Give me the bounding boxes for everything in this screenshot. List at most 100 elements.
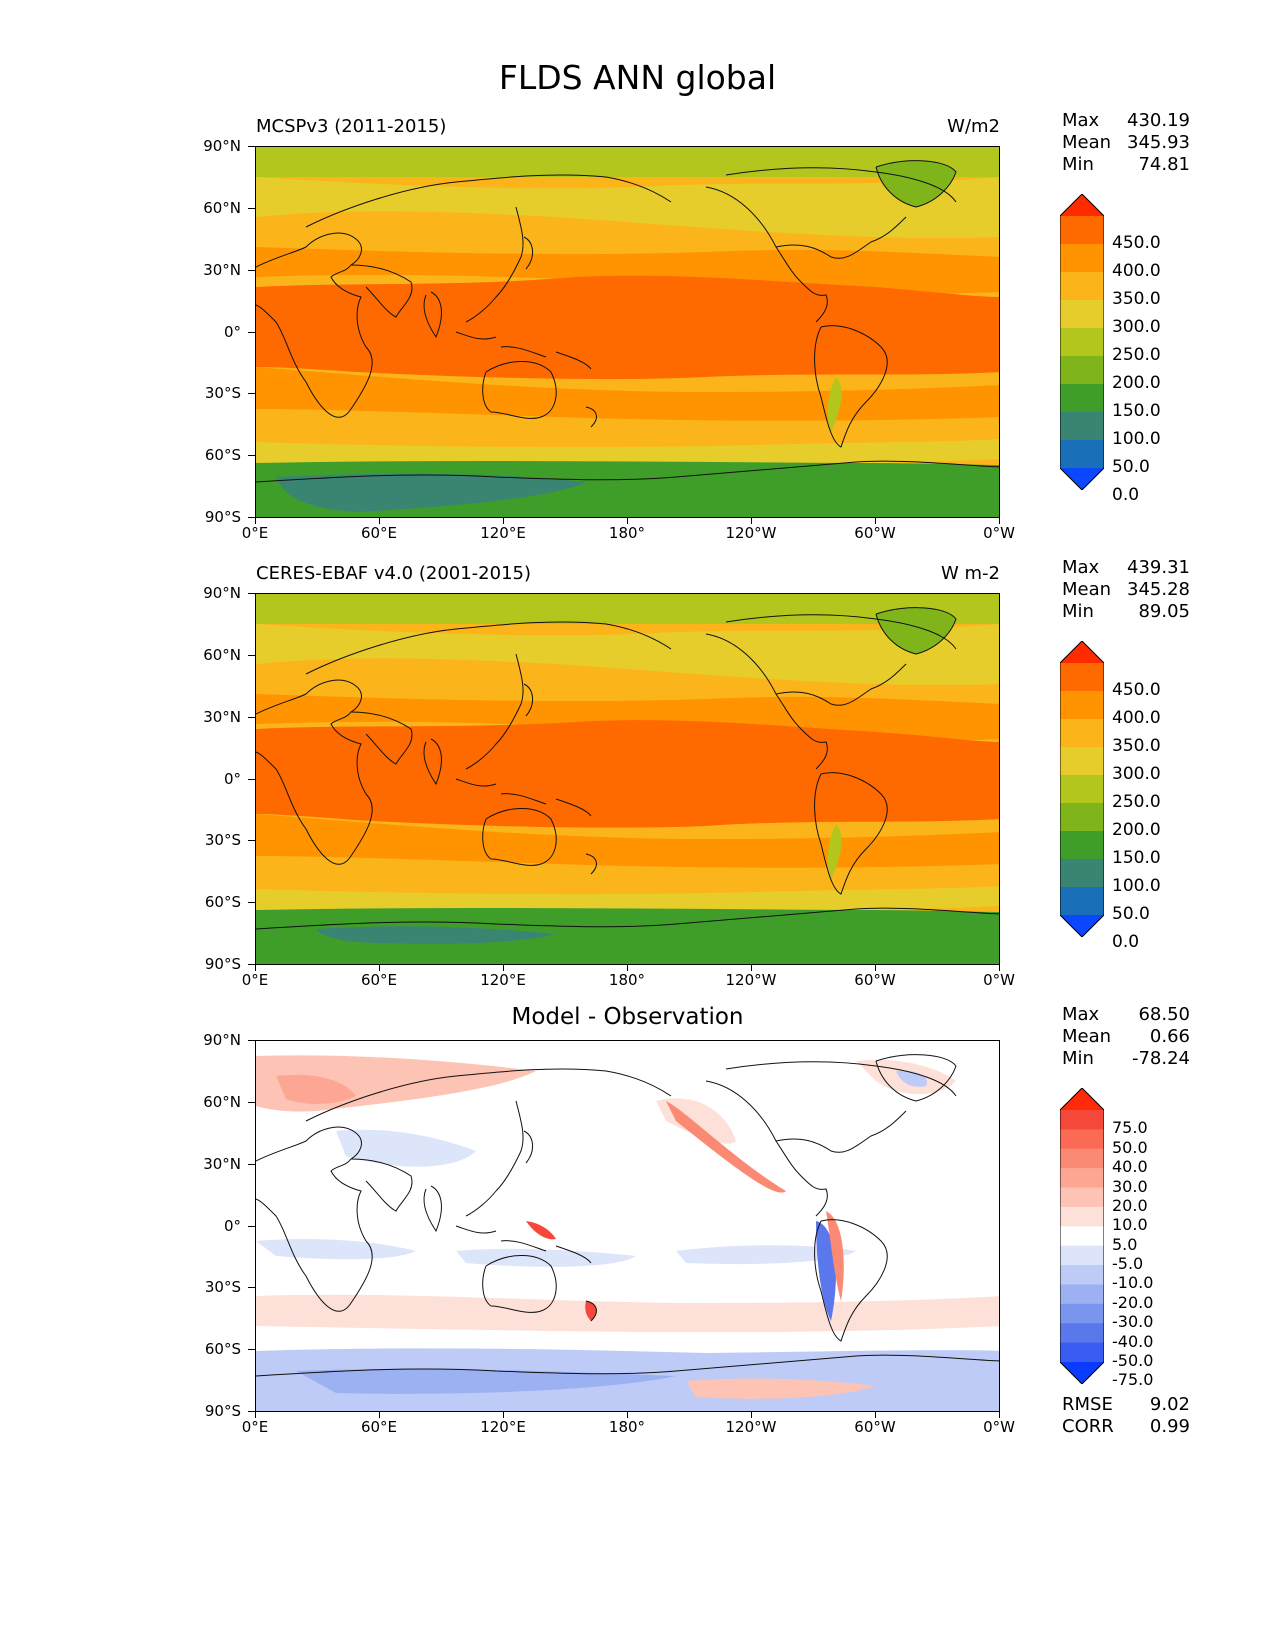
lon-tick-label: 0°W	[983, 1418, 1015, 1436]
colorbar-label: 150.0	[1112, 848, 1161, 868]
lat-tick-label: 90°S	[204, 508, 241, 526]
colorbar	[1060, 1088, 1104, 1384]
lon-tick-mark	[875, 518, 876, 524]
colorbar-label: 75.0	[1112, 1118, 1148, 1138]
colorbar-label: 300.0	[1112, 317, 1161, 337]
lon-tick-mark	[255, 965, 256, 971]
lat-tick-label: 30°N	[203, 1154, 241, 1173]
lat-tick-mark	[248, 146, 255, 147]
lon-tick-mark	[503, 518, 504, 524]
colorbar-bin	[1060, 272, 1104, 301]
lon-tick-mark	[379, 965, 380, 971]
colorbar-bin	[1060, 747, 1104, 776]
stat-row: Min 74.81	[1062, 154, 1190, 176]
lat-tick-label: 60°N	[203, 645, 241, 664]
colorbar-label: 50.0	[1112, 1137, 1148, 1157]
colorbar-extend-max	[1060, 194, 1104, 216]
colorbar-bin	[1060, 1168, 1104, 1189]
lon-tick-label: 120°W	[725, 971, 777, 989]
stat-label: RMSE	[1062, 1394, 1113, 1415]
lat-tick-mark	[248, 269, 255, 271]
lat-tick-mark	[248, 393, 255, 395]
lon-tick-mark	[503, 1412, 504, 1418]
colorbar-bin	[1060, 1303, 1104, 1324]
colorbar-label: -10.0	[1112, 1273, 1154, 1293]
lat-tick-mark	[248, 1225, 255, 1227]
colorbar	[1060, 641, 1104, 937]
panel-units: W/m2	[947, 116, 1000, 137]
stat-value: 68.50	[1138, 1004, 1190, 1025]
colorbar-bin	[1060, 1206, 1104, 1227]
lat-tick-label: 90°N	[203, 584, 241, 602]
colorbar-bin	[1060, 1110, 1104, 1130]
lon-tick-mark	[627, 518, 628, 524]
lon-tick-mark	[751, 518, 752, 524]
lon-tick-mark	[627, 1412, 628, 1418]
colorbar-label: 20.0	[1112, 1195, 1148, 1215]
lon-tick-label: 60°E	[360, 1418, 398, 1436]
colorbar-bin	[1060, 719, 1104, 748]
lat-tick-mark	[248, 1101, 255, 1103]
lon-tick-mark	[999, 518, 1000, 524]
lat-tick-mark	[248, 455, 255, 457]
panel-units: W m-2	[940, 563, 1000, 584]
lat-tick-label: 30°S	[204, 384, 241, 403]
stat-row: Max 68.50	[1062, 1004, 1190, 1026]
lon-tick-label: 60°E	[360, 971, 398, 989]
stats-box: Max 439.31 Mean 345.28 Min 89.05	[1062, 557, 1190, 623]
lon-tick-label: 180°	[608, 524, 646, 542]
colorbar-label: 10.0	[1112, 1215, 1148, 1235]
stat-row: Min -78.24	[1062, 1048, 1190, 1070]
lon-tick-label: 180°	[608, 971, 646, 989]
map-difference	[255, 1040, 1000, 1412]
colorbar-label: 200.0	[1112, 373, 1161, 393]
lon-tick-mark	[999, 965, 1000, 971]
stat-row: Mean 345.93	[1062, 132, 1190, 154]
lon-tick-label: 0°E	[241, 971, 269, 989]
colorbar-label: 50.0	[1112, 457, 1150, 477]
colorbar-bin	[1060, 440, 1104, 469]
lat-tick-mark	[248, 778, 255, 780]
stat-row: Max 439.31	[1062, 557, 1190, 579]
colorbar-label: -75.0	[1112, 1370, 1154, 1390]
colorbar	[1060, 194, 1104, 490]
stat-value: 439.31	[1127, 557, 1190, 578]
stat-label: CORR	[1062, 1416, 1114, 1437]
lon-tick-label: 120°E	[480, 971, 526, 989]
panel-observation: CERES-EBAF v4.0 (2001-2015) W m-2	[0, 555, 1275, 995]
stat-row: RMSE 9.02	[1062, 1394, 1190, 1416]
stat-value: 89.05	[1138, 601, 1190, 622]
panel-title: MCSPv3 (2011-2015)	[256, 116, 447, 137]
colorbar-bin	[1060, 1265, 1104, 1285]
panel-title: CERES-EBAF v4.0 (2001-2015)	[256, 563, 532, 584]
lat-tick-label: 60°S	[204, 446, 241, 465]
lat-tick-mark	[248, 331, 255, 333]
lat-tick-mark	[248, 840, 255, 842]
lat-tick-mark	[248, 1349, 255, 1351]
panel-model: MCSPv3 (2011-2015) W/m2	[0, 108, 1275, 548]
lon-tick-label: 120°E	[480, 1418, 526, 1436]
colorbar-label: 250.0	[1112, 792, 1161, 812]
lon-tick-label: 0°E	[241, 1418, 269, 1436]
lat-tick-mark	[248, 1287, 255, 1289]
stat-label: Mean	[1062, 132, 1112, 153]
colorbar-bin	[1060, 244, 1104, 273]
colorbar-bin	[1060, 1187, 1104, 1208]
lat-tick-mark	[248, 207, 255, 209]
colorbar-extend-min	[1060, 915, 1104, 937]
colorbar-bin	[1060, 691, 1104, 720]
stat-value: 345.28	[1127, 579, 1190, 600]
colorbar-label: -40.0	[1112, 1331, 1154, 1351]
lon-tick-mark	[751, 965, 752, 971]
lon-tick-label: 60°E	[360, 524, 398, 542]
colorbar-label: 250.0	[1112, 345, 1161, 365]
colorbar-bin	[1060, 216, 1104, 245]
colorbar-label: 30.0	[1112, 1176, 1148, 1196]
lat-tick-label: 30°S	[204, 831, 241, 850]
colorbar-bin	[1060, 1226, 1104, 1247]
stat-value: 9.02	[1149, 1394, 1190, 1415]
lon-tick-label: 0°W	[983, 524, 1015, 542]
stat-value: 74.81	[1138, 154, 1190, 175]
lon-tick-mark	[751, 1412, 752, 1418]
lat-tick-label: 60°N	[203, 1092, 241, 1111]
